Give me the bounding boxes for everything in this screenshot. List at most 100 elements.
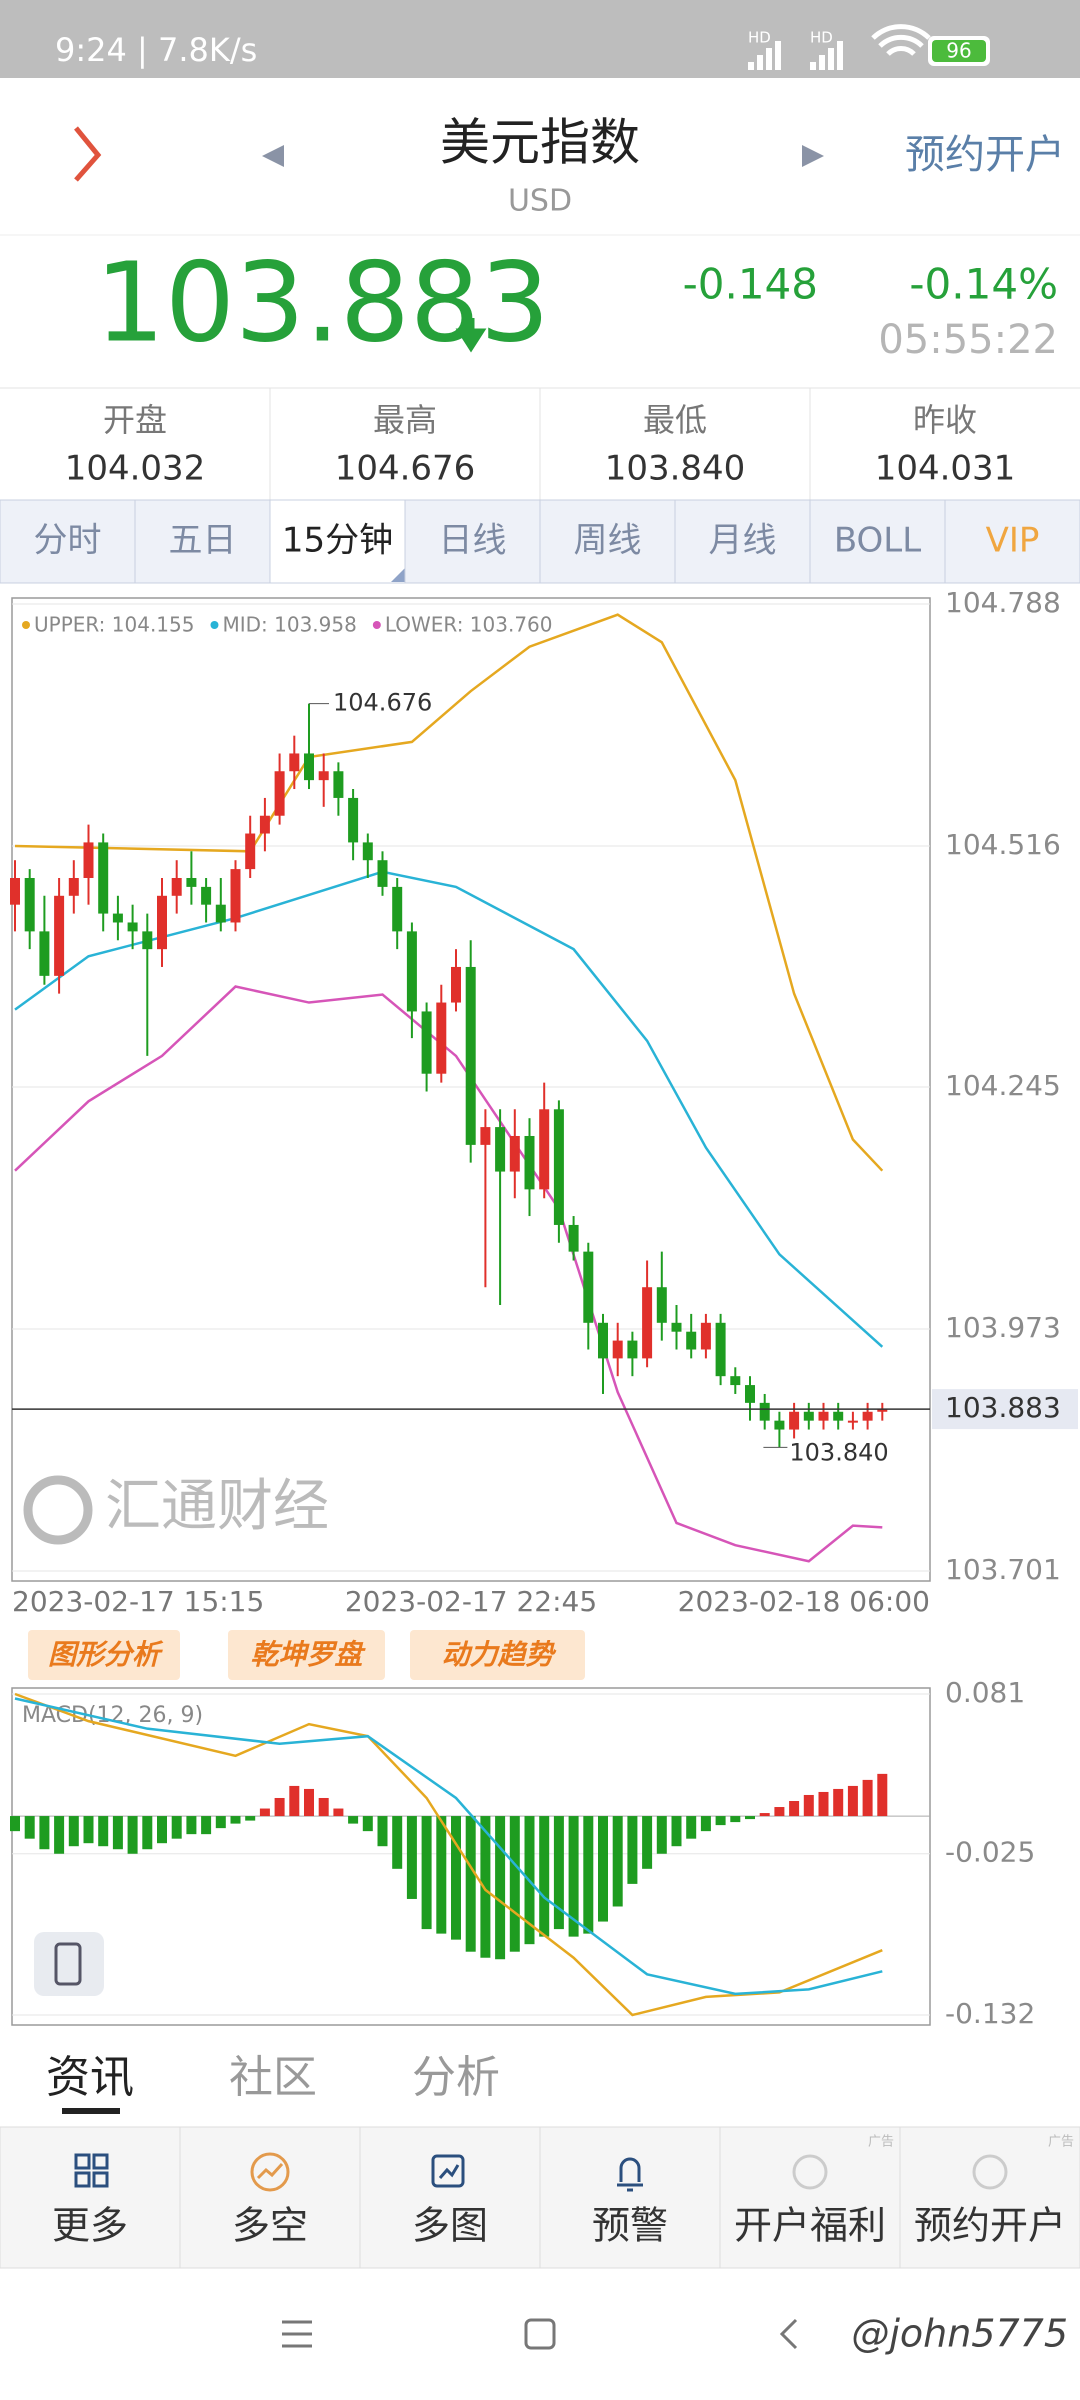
stat-label: 昨收 <box>913 401 977 439</box>
down-arrow <box>455 318 487 353</box>
candle-body <box>157 895 167 950</box>
candle-body <box>495 1127 506 1172</box>
prev-button[interactable] <box>262 145 284 167</box>
macd-bar <box>465 1816 476 1952</box>
signal-bar <box>819 55 825 70</box>
subtitle: USD <box>508 184 572 219</box>
candle-body <box>245 833 256 870</box>
macd-bar <box>598 1816 608 1922</box>
y-tick-label: 103.973 <box>945 1311 1061 1344</box>
rotate-button[interactable] <box>34 1932 104 1996</box>
watermark-text: 汇通财经 <box>105 1474 329 1539</box>
ad-tag: 广告 <box>868 2135 894 2150</box>
tab[interactable] <box>674 499 811 584</box>
tab[interactable] <box>0 499 136 584</box>
candle-body <box>304 753 314 781</box>
last-price-label: 103.883 <box>945 1391 1061 1424</box>
signal-bar <box>810 62 816 70</box>
feature-label: 乾坤罗盘 <box>250 1638 366 1671</box>
tab-label: BOLL <box>834 521 921 561</box>
tab[interactable] <box>269 499 406 584</box>
candle-body <box>524 1135 535 1190</box>
macd-bar <box>406 1816 417 1899</box>
macd-bar <box>847 1785 858 1817</box>
quote-time: 05:55:22 <box>878 317 1058 363</box>
signal-bar <box>766 48 772 70</box>
legend-entry: LOWER: 103.760 <box>385 613 553 637</box>
macd-bar <box>509 1816 520 1952</box>
x-label: 2023-02-18 06:00 <box>678 1585 930 1618</box>
candle-body <box>289 753 300 772</box>
signal-bar <box>748 62 754 70</box>
macd-bar <box>215 1816 226 1829</box>
tab[interactable] <box>134 499 271 584</box>
macd-bar <box>259 1808 270 1817</box>
back-button[interactable] <box>74 126 102 182</box>
candle-body <box>509 1135 520 1172</box>
nav-label: 多图 <box>412 2204 488 2248</box>
macd-bar <box>583 1816 594 1934</box>
candle-body <box>715 1322 726 1377</box>
macd-bar <box>627 1816 638 1884</box>
watermark-logo <box>23 1475 93 1545</box>
signal-bar <box>757 55 763 70</box>
candle-body <box>98 842 109 914</box>
tab-label: 月线 <box>709 521 777 561</box>
macd-bar <box>686 1816 697 1839</box>
tab[interactable] <box>944 499 1080 584</box>
macd-bar <box>392 1816 403 1869</box>
macd-bar <box>230 1816 241 1824</box>
macd-bar <box>274 1797 285 1817</box>
status-time: 9:24 | 7.8K/s <box>55 31 257 69</box>
main-chart-frame <box>11 597 931 1582</box>
legend-dot <box>22 621 30 629</box>
y-tick-label: 103.701 <box>945 1553 1061 1586</box>
macd-bar <box>171 1816 182 1839</box>
candle-body <box>186 877 197 887</box>
content-tab: 分析 <box>412 2052 500 2103</box>
tab[interactable] <box>809 499 946 584</box>
macd-bar <box>877 1773 888 1817</box>
macd-bar <box>568 1816 579 1937</box>
candle-body <box>348 797 359 843</box>
macd-bar <box>142 1816 153 1850</box>
candle-body <box>68 877 79 896</box>
feature-button[interactable] <box>228 1630 385 1680</box>
price: 103.883 <box>95 238 550 366</box>
x-label: 2023-02-17 22:45 <box>345 1585 597 1618</box>
macd-bar <box>730 1816 741 1823</box>
candle-body <box>730 1376 741 1386</box>
stat-value: 104.032 <box>65 449 206 489</box>
macd-bar <box>553 1816 564 1930</box>
stat-label: 最高 <box>373 401 437 439</box>
tab-label: 五日 <box>169 521 237 561</box>
y-tick-label: -0.132 <box>945 1997 1035 2030</box>
battery-level <box>932 40 986 62</box>
content-tab: 资讯 <box>46 2052 134 2103</box>
tab[interactable] <box>404 499 541 584</box>
candle-body <box>568 1224 579 1252</box>
macd-bar <box>201 1816 212 1835</box>
candle-body <box>39 931 50 976</box>
candle-body <box>392 886 403 932</box>
candle-body <box>686 1331 697 1350</box>
tab[interactable] <box>539 499 676 584</box>
signal-label: HD <box>810 29 833 47</box>
candle-body <box>436 1002 447 1074</box>
candle-body <box>642 1287 653 1359</box>
feature-button[interactable] <box>28 1630 180 1680</box>
header-action: 预约开户 <box>905 132 1065 178</box>
macd-bar <box>671 1816 682 1847</box>
candle-body <box>612 1340 623 1359</box>
next-button[interactable] <box>802 145 824 167</box>
macd-bar <box>377 1816 388 1847</box>
candle-body <box>10 877 20 905</box>
system-nav <box>282 2318 798 2350</box>
tab-corner <box>391 568 405 582</box>
macd-bar <box>715 1816 726 1826</box>
macd-bar <box>245 1816 256 1821</box>
candle-body <box>598 1322 608 1359</box>
high-annotation: 104.676 <box>333 689 432 717</box>
feature-button[interactable] <box>410 1630 585 1680</box>
